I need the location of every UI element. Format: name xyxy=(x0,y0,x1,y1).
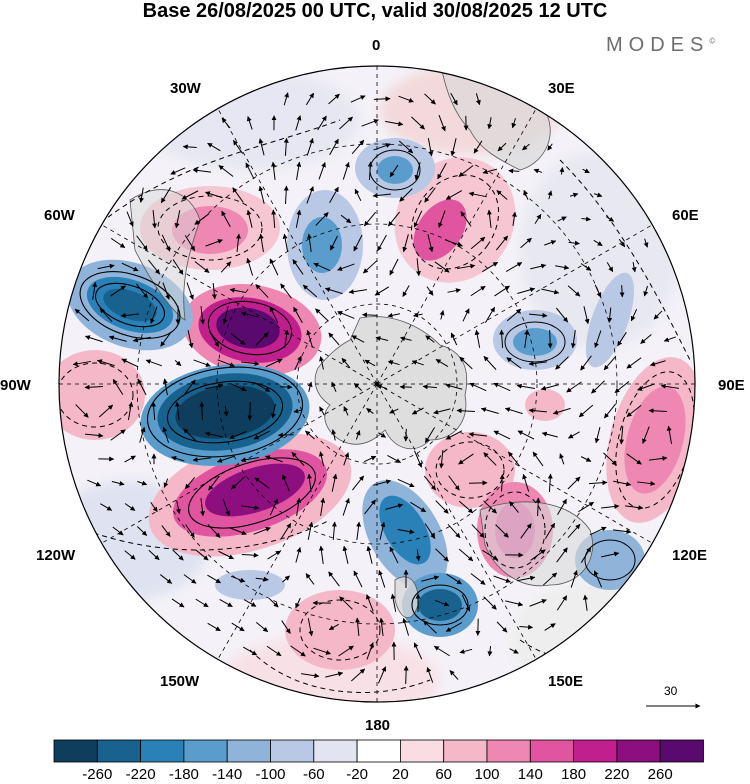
vector-scale-label: 30 xyxy=(664,684,677,698)
colorbar-swatch xyxy=(617,740,660,762)
colorbar-tick-label: -100 xyxy=(255,766,285,783)
colorbar-swatch xyxy=(660,740,703,762)
colorbar-swatch xyxy=(184,740,227,762)
label-60e: 60E xyxy=(672,207,699,224)
label-180: 180 xyxy=(365,717,390,734)
wind-arrow xyxy=(469,483,487,484)
label-150e: 150E xyxy=(548,673,583,690)
label-120w: 120W xyxy=(36,547,75,564)
colorbar-swatch xyxy=(400,740,443,762)
colorbar-tick-label: -180 xyxy=(169,766,199,783)
colorbar xyxy=(54,740,704,762)
label-120e: 120E xyxy=(672,547,707,564)
colorbar-tick-label: 20 xyxy=(392,766,409,783)
wind-arrow xyxy=(362,315,377,316)
label-30w: 30W xyxy=(170,80,201,97)
colorbar-tick-labels: -260 -220 -180 -140 -100 -60 -20 20 60 100 140 180 2… xyxy=(0,766,750,784)
wind-arrow xyxy=(509,171,519,172)
colorbar-tick-label: 100 xyxy=(474,766,499,783)
colorbar-tick-label: 60 xyxy=(435,766,452,783)
label-60w: 60W xyxy=(44,207,75,224)
colorbar-swatch xyxy=(530,740,573,762)
colorbar-swatch xyxy=(271,740,314,762)
colorbar-swatch xyxy=(141,740,184,762)
colorbar-swatch xyxy=(54,740,97,762)
colorbar-swatch xyxy=(227,740,270,762)
colorbar-tick-label: 140 xyxy=(518,766,543,783)
colorbar-swatch xyxy=(444,740,487,762)
label-0: 0 xyxy=(372,37,380,54)
wind-arrow xyxy=(406,666,407,684)
label-90w: 90W xyxy=(0,377,31,394)
anomaly-positive xyxy=(285,590,395,670)
colorbar-swatch xyxy=(574,740,617,762)
label-150w: 150W xyxy=(160,673,199,690)
anomaly-positive xyxy=(525,389,565,421)
colorbar-swatch xyxy=(314,740,357,762)
map-disk xyxy=(45,60,720,725)
anomaly-negative xyxy=(215,570,285,600)
colorbar-tick-label: 220 xyxy=(604,766,629,783)
colorbar-tick-label: 180 xyxy=(561,766,586,783)
anomaly-negative xyxy=(418,589,462,621)
wind-arrow xyxy=(622,285,623,297)
colorbar-tick-label: -20 xyxy=(346,766,368,783)
colorbar-tick-label: -140 xyxy=(212,766,242,783)
wind-arrow xyxy=(550,330,551,348)
colorbar-tick-label: -220 xyxy=(126,766,156,783)
colorbar-swatch xyxy=(97,740,140,762)
colorbar-tick-label: 260 xyxy=(648,766,673,783)
colorbar-swatch xyxy=(357,740,400,762)
label-30e: 30E xyxy=(548,80,575,97)
colorbar-tick-label: -260 xyxy=(82,766,112,783)
colorbar-tick-label: -60 xyxy=(303,766,325,783)
colorbar-swatch xyxy=(487,740,530,762)
label-90e: 90E xyxy=(718,377,745,394)
south-pole-marker xyxy=(375,382,379,386)
